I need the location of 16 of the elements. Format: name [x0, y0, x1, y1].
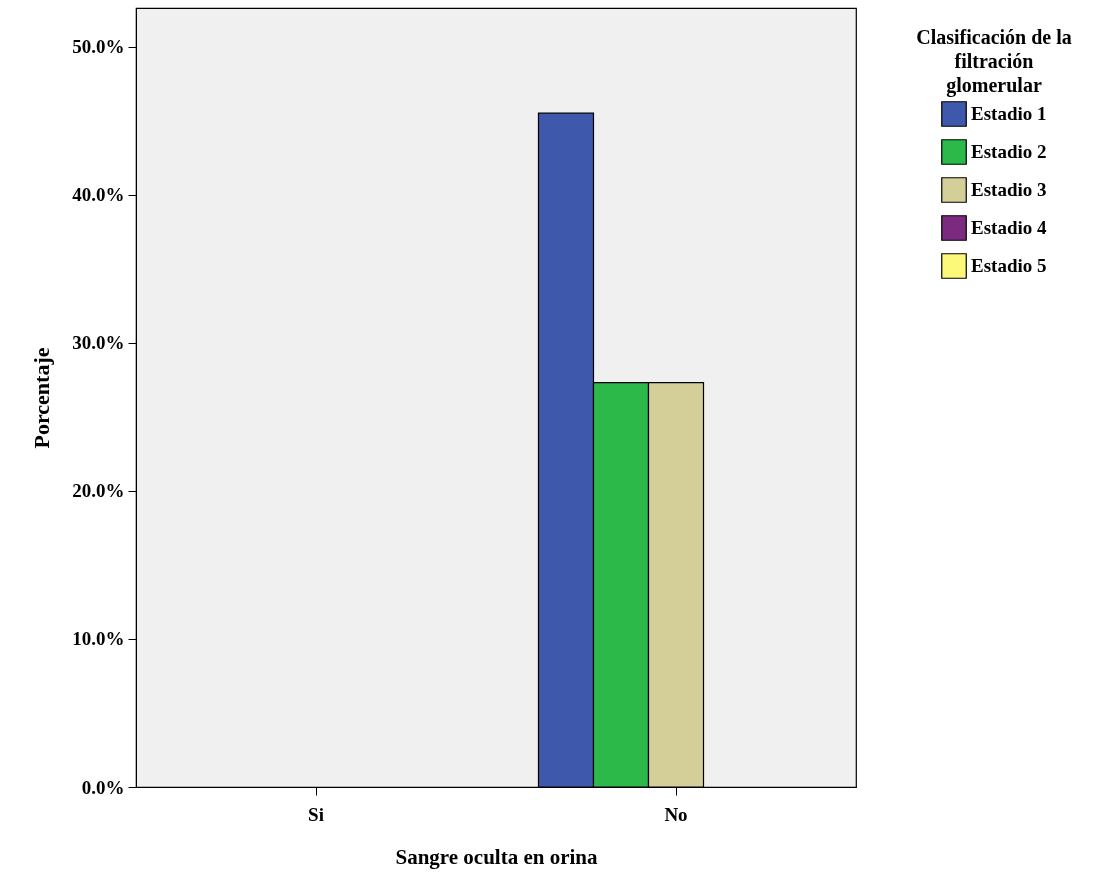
- y-tick-label: 50.0%: [72, 36, 125, 58]
- y-tick-label: 10.0%: [72, 628, 125, 650]
- y-tick-label: 0.0%: [81, 776, 125, 798]
- y-axis-title: Porcentaje: [29, 347, 55, 449]
- y-tick-label: 20.0%: [72, 480, 125, 502]
- legend-label: Estadio 1: [971, 103, 1047, 124]
- x-axis-title: Sangre oculta en orina: [395, 844, 599, 869]
- legend-label: Estadio 3: [971, 179, 1047, 200]
- legend-label: Estadio 4: [971, 217, 1047, 238]
- y-tick-label: 30.0%: [72, 332, 125, 354]
- y-tick-label: 40.0%: [72, 184, 125, 206]
- x-tick-label: Si: [308, 803, 324, 825]
- legend-title: Clasificación de la filtración glomerular: [916, 26, 1072, 97]
- x-tick-label: No: [664, 803, 688, 825]
- legend-label: Estadio 2: [971, 141, 1047, 162]
- legend-label: Estadio 5: [971, 255, 1047, 276]
